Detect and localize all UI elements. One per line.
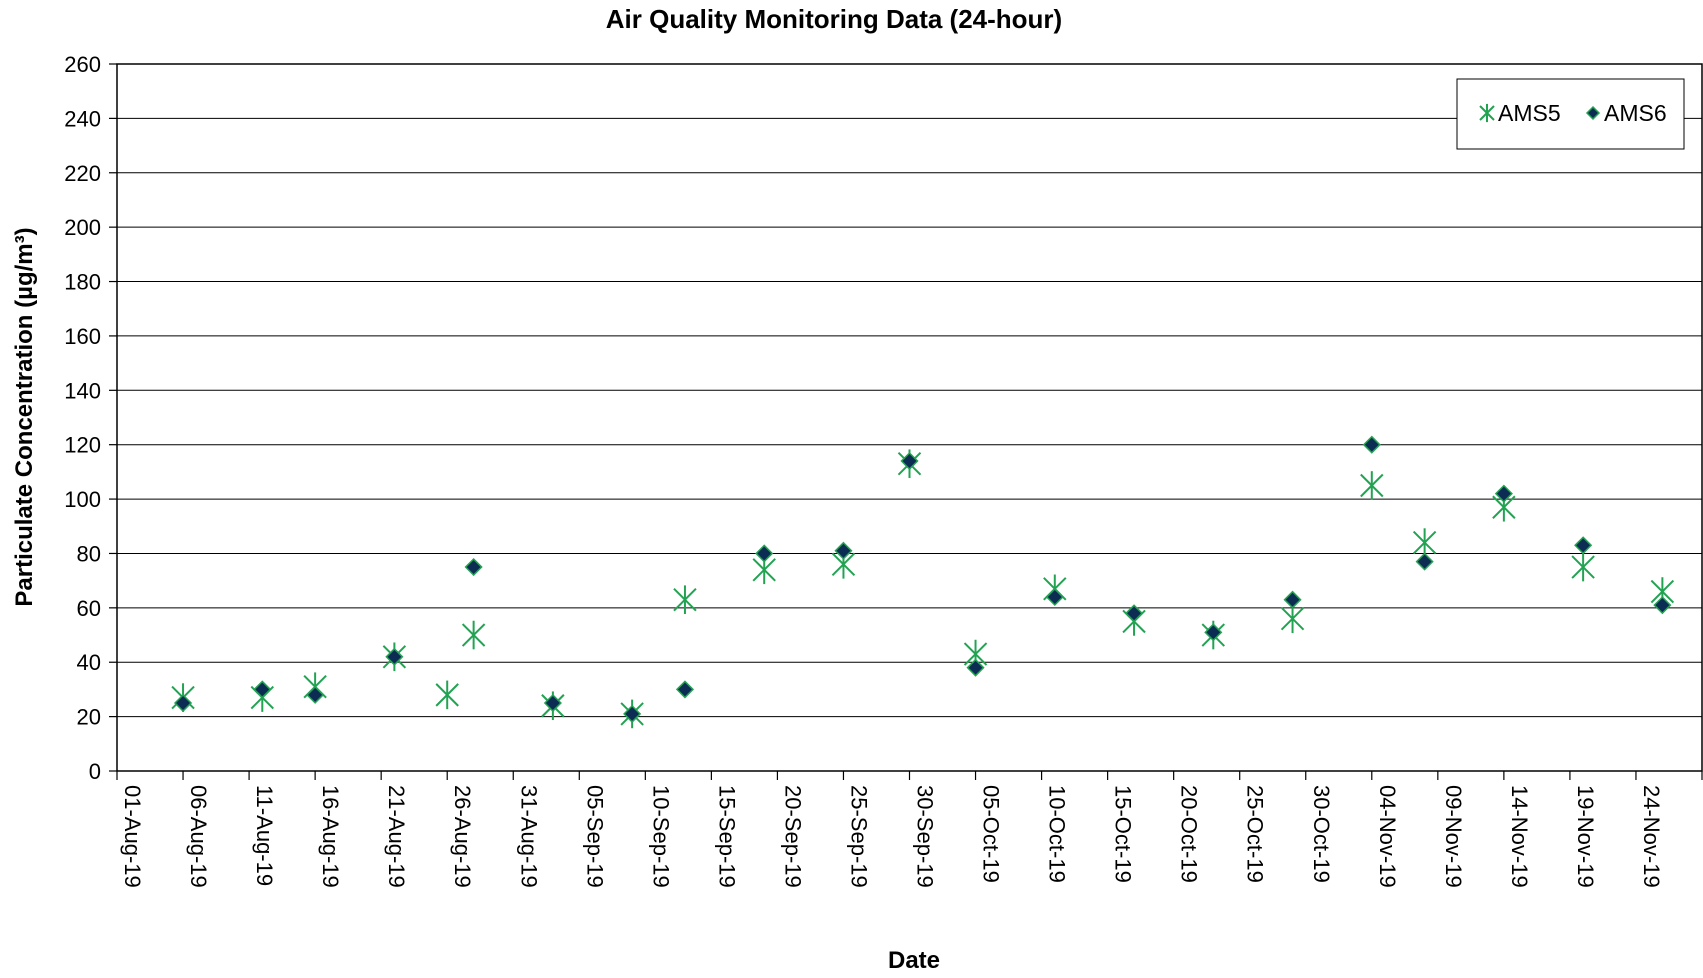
data-point-ams6 xyxy=(253,680,272,699)
y-tick-label: 240 xyxy=(64,106,101,131)
data-point-ams6 xyxy=(1653,596,1672,615)
data-point-ams6 xyxy=(966,658,985,677)
y-tick-label: 260 xyxy=(64,52,101,77)
x-tick-label: 24-Nov-19 xyxy=(1639,785,1664,888)
x-tick-label: 05-Sep-19 xyxy=(582,785,607,888)
legend-label-ams5: AMS5 xyxy=(1498,100,1561,126)
legend-box xyxy=(1456,78,1685,150)
data-point-ams6 xyxy=(834,541,853,560)
data-point-ams6 xyxy=(464,557,483,577)
data-points xyxy=(171,435,1675,729)
x-tick-label: 21-Aug-19 xyxy=(384,785,409,888)
data-point-ams6 xyxy=(675,680,695,699)
series-ams6 xyxy=(173,435,1672,723)
data-point-ams5 xyxy=(1571,552,1595,582)
y-tick-label: 120 xyxy=(64,433,101,458)
y-axis-ticks: 0 20 40 60 80 100 120 140 160 180 200 220 240 260 xyxy=(64,52,117,784)
x-axis-ticks: 01-Aug-19 06-Aug-19 11-Aug-19 16-Aug-19 21-A… xyxy=(116,771,1703,888)
legend-label-ams6: AMS6 xyxy=(1604,100,1667,126)
data-point-ams6 xyxy=(306,685,325,704)
data-point-ams5 xyxy=(1412,528,1437,557)
y-tick-label: 40 xyxy=(77,650,101,675)
x-tick-label: 14-Nov-19 xyxy=(1507,785,1532,888)
y-tick-label: 220 xyxy=(64,161,101,186)
x-tick-label: 10-Sep-19 xyxy=(648,785,673,888)
x-tick-label: 05-Oct-19 xyxy=(979,785,1004,883)
data-point-ams6 xyxy=(1415,552,1434,571)
y-tick-label: 160 xyxy=(64,324,101,349)
x-tick-label: 20-Sep-19 xyxy=(780,785,805,888)
x-tick-label: 20-Oct-19 xyxy=(1177,785,1202,883)
x-tick-label: 19-Nov-19 xyxy=(1573,785,1598,888)
gridlines xyxy=(117,117,1702,718)
data-point-ams5 xyxy=(461,620,486,650)
data-point-ams6 xyxy=(1204,623,1223,642)
data-point-ams5 xyxy=(1360,471,1384,500)
x-tick-label: 15-Oct-19 xyxy=(1111,785,1136,883)
data-point-ams6 xyxy=(755,544,774,563)
x-tick-label: 30-Sep-19 xyxy=(913,785,938,888)
x-tick-label: 10-Oct-19 xyxy=(1045,785,1070,883)
x-axis-title: Date xyxy=(888,947,940,974)
x-tick-label: 30-Oct-19 xyxy=(1309,785,1334,883)
data-point-ams5 xyxy=(673,585,697,614)
x-tick-label: 15-Sep-19 xyxy=(714,785,739,888)
data-point-ams6 xyxy=(1494,484,1513,503)
x-tick-label: 11-Aug-19 xyxy=(252,785,277,886)
x-tick-label: 04-Nov-19 xyxy=(1375,785,1400,888)
data-point-ams6 xyxy=(1283,590,1302,609)
plot-area-border xyxy=(116,63,1703,772)
y-tick-label: 80 xyxy=(77,541,101,566)
y-axis-title: Particulate Concentration (µg/m³) xyxy=(11,227,38,606)
data-point-ams6 xyxy=(900,451,919,471)
y-tick-label: 140 xyxy=(64,378,101,403)
data-point-ams6 xyxy=(1124,604,1144,623)
data-point-ams6 xyxy=(623,704,642,723)
data-point-ams6 xyxy=(1045,587,1064,607)
y-tick-label: 100 xyxy=(64,487,101,512)
y-tick-label: 20 xyxy=(77,705,101,730)
chart-title: Air Quality Monitoring Data (24-hour) xyxy=(606,4,1062,34)
legend: AMS5 AMS6 xyxy=(1456,78,1685,150)
data-point-ams5 xyxy=(1280,604,1305,634)
x-tick-label: 25-Oct-19 xyxy=(1243,785,1268,883)
legend-marker-ams5 xyxy=(1479,103,1495,123)
y-tick-label: 60 xyxy=(77,596,101,621)
data-point-ams6 xyxy=(1574,536,1593,555)
data-point-ams5 xyxy=(435,680,459,710)
data-point-ams6 xyxy=(543,693,562,713)
data-point-ams6 xyxy=(385,647,404,666)
x-tick-label: 26-Aug-19 xyxy=(450,785,475,888)
y-tick-label: 0 xyxy=(89,759,101,784)
y-tick-label: 200 xyxy=(64,215,101,240)
y-tick-label: 180 xyxy=(64,270,101,295)
x-tick-label: 25-Sep-19 xyxy=(846,785,871,888)
x-tick-label: 09-Nov-19 xyxy=(1441,785,1466,888)
data-point-ams6 xyxy=(173,693,193,713)
x-tick-label: 01-Aug-19 xyxy=(120,785,145,888)
x-tick-label: 31-Aug-19 xyxy=(516,785,541,888)
x-tick-label: 16-Aug-19 xyxy=(318,785,343,888)
data-point-ams6 xyxy=(1362,435,1381,454)
series-ams5 xyxy=(171,449,1675,729)
legend-marker-ams6 xyxy=(1585,105,1601,121)
x-tick-label: 06-Aug-19 xyxy=(186,785,211,888)
